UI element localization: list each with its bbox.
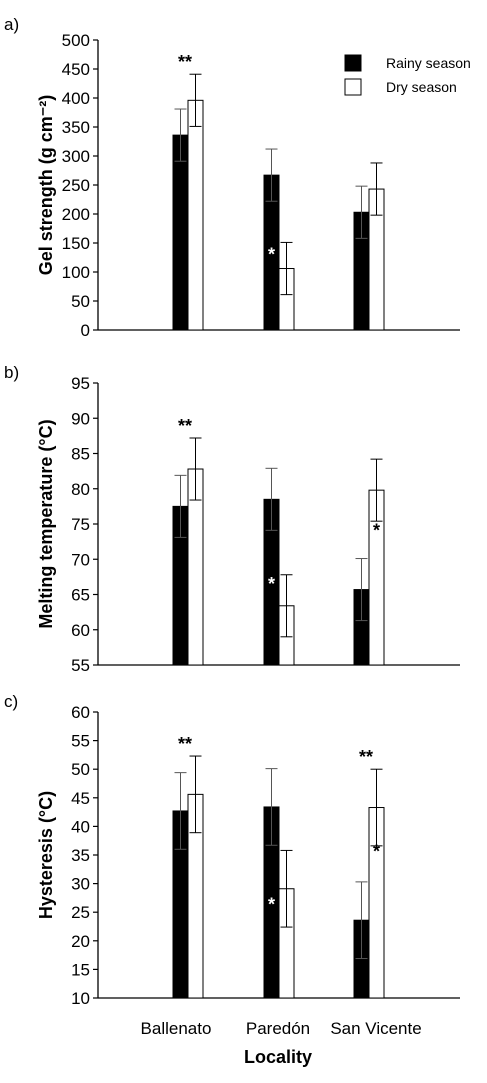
bar-dry-season <box>187 99 204 331</box>
y-axis-title: Gel strength (g cm⁻²) <box>36 95 56 276</box>
y-tick-label: 50 <box>71 760 90 779</box>
significance-marker: * <box>373 521 380 541</box>
x-category-label: San Vicente <box>330 1019 421 1038</box>
x-category-label: Paredón <box>246 1019 310 1038</box>
y-tick-label: 150 <box>62 234 90 253</box>
y-axis-title: Melting temperature (°C) <box>36 419 56 628</box>
y-tick-label: 80 <box>71 480 90 499</box>
legend: Rainy season Dry season <box>344 54 471 96</box>
y-tick-label: 60 <box>71 703 90 722</box>
y-tick-label: 15 <box>71 960 90 979</box>
y-tick-label: 100 <box>62 263 90 282</box>
y-tick-label: 450 <box>62 60 90 79</box>
y-tick-label: 50 <box>71 292 90 311</box>
y-tick-label: 25 <box>71 903 90 922</box>
y-tick-label: 20 <box>71 932 90 951</box>
bar-rainy-season <box>172 134 189 331</box>
significance-marker: ** <box>178 734 192 754</box>
chart-panel: c) 10 15 20 25 30 35 40 45 50 55 60 Hysteresis (°C) *… <box>4 692 460 1008</box>
legend-label-rainy: Rainy season <box>386 55 471 71</box>
chart-panel: a) 0 50 100 150 200 250 300 350 400 450 500 Gel stre… <box>4 15 460 340</box>
y-tick-label: 10 <box>71 989 90 1008</box>
significance-marker: ** <box>178 52 192 72</box>
y-tick-label: 55 <box>71 656 90 675</box>
significance-marker: ** <box>359 747 373 767</box>
y-tick-label: 500 <box>62 31 90 50</box>
y-tick-label: 65 <box>71 586 90 605</box>
y-tick-label: 85 <box>71 445 90 464</box>
y-axis-title: Hysteresis (°C) <box>36 791 56 919</box>
y-tick-label: 75 <box>71 515 90 534</box>
y-tick-label: 250 <box>62 176 90 195</box>
y-tick-label: 55 <box>71 732 90 751</box>
legend-label-dry: Dry season <box>386 79 457 95</box>
y-tick-label: 45 <box>71 789 90 808</box>
significance-marker: * <box>268 894 275 914</box>
y-tick-label: 0 <box>81 321 90 340</box>
panel-label: b) <box>4 363 19 382</box>
x-axis-title: Locality <box>244 1047 312 1067</box>
y-tick-label: 60 <box>71 621 90 640</box>
y-tick-label: 95 <box>71 374 90 393</box>
y-tick-label: 400 <box>62 89 90 108</box>
y-tick-label: 300 <box>62 147 90 166</box>
chart-panels: a) 0 50 100 150 200 250 300 350 400 450 500 Gel stre… <box>4 15 460 1008</box>
chart-panel: b) 55 60 65 70 75 80 85 90 95 Melting temperature … <box>4 363 460 675</box>
y-tick-label: 30 <box>71 875 90 894</box>
significance-marker: * <box>373 841 380 861</box>
panel-label: c) <box>4 692 18 711</box>
y-tick-label: 90 <box>71 409 90 428</box>
x-category-labels: Ballenato Paredón San Vicente <box>141 1019 422 1038</box>
panel-label: a) <box>4 15 19 34</box>
y-tick-label: 200 <box>62 205 90 224</box>
significance-marker: * <box>268 574 275 594</box>
y-tick-label: 35 <box>71 846 90 865</box>
legend-swatch-dry <box>344 78 362 96</box>
y-tick-label: 40 <box>71 817 90 836</box>
y-tick-label: 70 <box>71 550 90 569</box>
significance-marker: * <box>268 245 275 265</box>
x-category-label: Ballenato <box>141 1019 212 1038</box>
significance-marker: ** <box>178 416 192 436</box>
legend-swatch-rainy <box>344 54 362 72</box>
y-tick-label: 350 <box>62 118 90 137</box>
